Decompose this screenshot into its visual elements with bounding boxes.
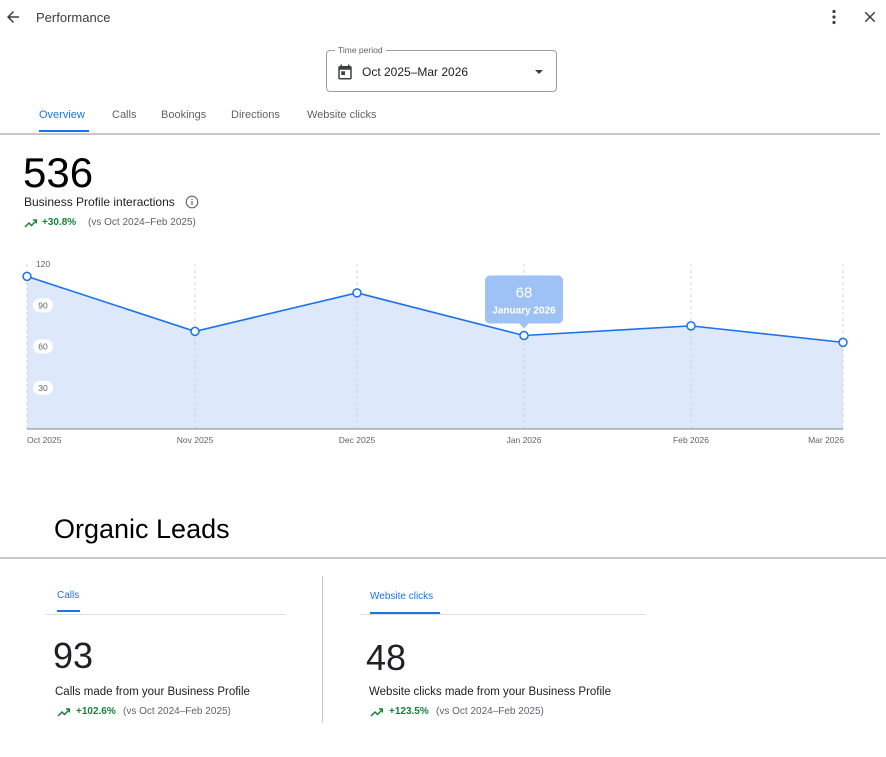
chart-data-point (686, 321, 696, 331)
organic-leads-title: Organic Leads (54, 514, 230, 544)
x-tick-label: Nov 2025 (177, 435, 214, 445)
arrow-back-icon[interactable] (4, 8, 22, 26)
x-tick-label: Jan 2026 (507, 435, 542, 445)
tab-overview[interactable]: Overview (39, 109, 85, 121)
chart-data-point (519, 330, 529, 341)
card-tab-indicator (370, 612, 440, 614)
card-tab-divider (45, 614, 286, 615)
more-vert-icon[interactable] (826, 8, 842, 26)
y-tick-bg (33, 257, 53, 271)
info-icon[interactable] (185, 195, 199, 209)
trending-up-icon (24, 219, 37, 228)
y-tick-label: 120 (36, 259, 50, 269)
trend-comparison: (vs Oct 2024–Feb 2025) (88, 217, 196, 228)
website-clicks-description: Website clicks made from your Business P… (369, 686, 612, 698)
website-clicks-trend: +123.5% (vs Oct 2024–Feb 2025) (370, 706, 590, 720)
card-tab-divider (360, 614, 646, 615)
tabs-divider (0, 133, 880, 135)
organic-divider (0, 557, 886, 559)
top-bar: Performance (0, 0, 886, 36)
x-tick-label: Feb 2026 (673, 435, 709, 445)
chart-series-line (26, 275, 844, 344)
time-period-value: Oct 2025–Mar 2026 (362, 65, 469, 79)
tab-directions[interactable]: Directions (231, 109, 280, 121)
close-icon[interactable] (861, 8, 879, 26)
chart-data-point (838, 337, 848, 348)
chart-data-point (22, 271, 32, 282)
calendar-icon (338, 64, 352, 80)
calls-trend-comparison: (vs Oct 2024–Feb 2025) (123, 706, 231, 717)
tooltip-value: 68 (516, 285, 533, 302)
chart-data-point (352, 288, 362, 298)
page-title: Performance (36, 10, 111, 25)
trend-percentage: +30.8% (42, 217, 77, 228)
summary-trend: +30.8% (vs Oct 2024–Feb 2025) (24, 217, 224, 231)
y-tick-bg (33, 380, 53, 395)
tab-bookings[interactable]: Bookings (161, 109, 207, 121)
dropdown-arrow-icon (535, 70, 543, 74)
tab-bar: Overview Calls Bookings Directions Websi… (0, 100, 880, 136)
calls-trend-percentage: +102.6% (76, 706, 116, 717)
tooltip-box (485, 275, 563, 324)
tab-website-clicks[interactable]: Website clicks (307, 109, 377, 121)
card-tab-website-clicks[interactable]: Website clicks (370, 591, 434, 602)
y-tick-bg (33, 339, 53, 354)
y-tick-label: 90 (38, 300, 48, 310)
chart-data-point (190, 326, 200, 337)
trending-up-icon (370, 708, 383, 717)
total-interactions: 536 (23, 149, 94, 196)
website-clicks-value: 48 (366, 637, 407, 678)
interactions-chart: 30 60 90 120 Oct 2025 Nov 2025 Dec 2025 Jan 202… (22, 257, 848, 445)
card-tab-calls[interactable]: Calls (57, 590, 80, 601)
y-tick-label: 60 (38, 342, 48, 352)
trending-up-icon (57, 708, 70, 717)
time-period-label: Time period (335, 44, 386, 56)
calls-trend: +102.6% (vs Oct 2024–Feb 2025) (57, 706, 277, 720)
active-tab-indicator (39, 130, 89, 132)
website-clicks-trend-comparison: (vs Oct 2024–Feb 2025) (436, 706, 544, 717)
interactions-label: Business Profile interactions (24, 195, 175, 209)
calls-description: Calls made from your Business Profile (55, 686, 250, 698)
website-clicks-trend-percentage: +123.5% (389, 706, 429, 717)
cards-separator (322, 576, 323, 723)
x-tick-label: Oct 2025 (27, 435, 62, 445)
tooltip-label: January 2026 (492, 306, 556, 317)
card-tab-indicator (57, 610, 80, 612)
tooltip-pointer (519, 323, 529, 329)
tab-calls[interactable]: Calls (112, 109, 137, 121)
y-tick-label: 30 (38, 383, 48, 393)
chart-area-fill (27, 276, 843, 429)
x-tick-label: Dec 2025 (339, 435, 376, 445)
x-tick-label: Mar 2026 (808, 435, 844, 445)
y-tick-bg (33, 298, 53, 313)
calls-value: 93 (53, 635, 94, 676)
time-period-select[interactable]: Time period Oct 2025–Mar 2026 (326, 44, 557, 92)
